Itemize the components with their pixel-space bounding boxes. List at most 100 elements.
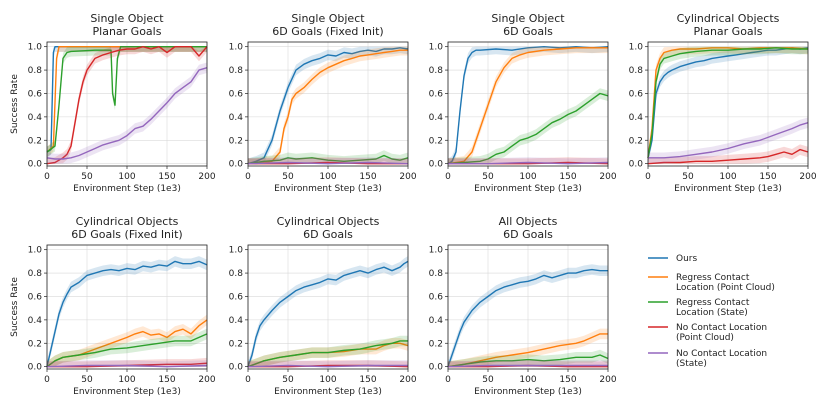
x-tick-label: 50 <box>482 172 494 182</box>
subplot-title-line2: Planar Goals <box>93 25 162 38</box>
x-tick-label: 50 <box>282 172 294 182</box>
subplot-title-line1: Cylindrical Objects <box>277 215 380 228</box>
series-band-3 <box>248 335 408 367</box>
y-tick-label: 0.8 <box>229 269 244 279</box>
y-tick-label: 1.0 <box>28 43 43 53</box>
x-axis-label: Environment Step (1e3) <box>73 387 181 397</box>
x-axis-label: Environment Step (1e3) <box>674 184 782 194</box>
series-band-3 <box>248 150 408 164</box>
y-tick-label: 0.2 <box>28 339 42 349</box>
subplot-title-line2: Planar Goals <box>694 25 763 38</box>
y-axis-label: Success Rate <box>10 74 20 134</box>
y-tick-label: 0.2 <box>429 339 443 349</box>
subplot-7: 0 50 100 150 200 0.0 0.2 0.4 0.6 0.8 1.0 All Object… <box>429 215 617 397</box>
y-tick-label: 0.0 <box>429 160 444 170</box>
y-tick-label: 0.4 <box>229 113 244 123</box>
series-band-5 <box>448 157 608 164</box>
series-band-3 <box>448 349 608 367</box>
y-tick-label: 1.0 <box>429 43 444 53</box>
legend-label-line1: No Contact Location <box>676 323 767 333</box>
x-tick-label: 100 <box>519 375 536 385</box>
x-tick-label: 200 <box>599 172 616 182</box>
x-tick-label: 100 <box>118 375 135 385</box>
x-axis-label: Environment Step (1e3) <box>274 184 382 194</box>
y-tick-label: 0.0 <box>629 160 644 170</box>
y-tick-label: 0.6 <box>229 89 244 99</box>
y-tick-label: 1.0 <box>28 246 43 256</box>
series-line-2 <box>248 49 408 165</box>
x-tick-label: 200 <box>799 172 816 182</box>
y-tick-label: 0.6 <box>629 89 644 99</box>
series-line-5 <box>648 122 809 159</box>
legend-label-line2: (Point Cloud) <box>676 333 734 343</box>
y-tick-label: 0.2 <box>229 339 243 349</box>
series-line-1 <box>46 260 208 367</box>
x-tick-label: 100 <box>519 172 536 182</box>
subplot-1: 0 50 100 150 200 0.0 0.2 0.4 0.6 0.8 1.0 Single Obj… <box>10 12 216 194</box>
x-axis-label: Environment Step (1e3) <box>73 184 181 194</box>
x-axis-label: Environment Step (1e3) <box>474 387 582 397</box>
subplot-4: 0 50 100 150 200 0.0 0.2 0.4 0.6 0.8 1.0 Cylindrica… <box>629 12 817 194</box>
subplot-2: 0 50 100 150 200 0.0 0.2 0.4 0.6 0.8 1.0 Single Obj… <box>229 12 417 194</box>
series-line-5 <box>46 67 208 160</box>
y-tick-label: 1.0 <box>629 43 644 53</box>
y-tick-label: 1.0 <box>229 43 244 53</box>
series-line-3 <box>447 354 609 368</box>
series-line-5 <box>448 161 609 165</box>
y-tick-label: 0.2 <box>229 136 243 146</box>
x-tick-label: 50 <box>482 375 494 385</box>
legend-label-line2: (State) <box>676 359 707 369</box>
y-tick-label: 1.0 <box>229 246 244 256</box>
x-tick-label: 200 <box>399 172 416 182</box>
series-line-1 <box>447 268 608 367</box>
y-tick-label: 0.2 <box>28 136 42 146</box>
x-tick-label: 200 <box>599 375 616 385</box>
y-tick-label: 0.8 <box>429 66 444 76</box>
series-line-4 <box>248 161 408 165</box>
subplot-title-line2: 6D Goals <box>503 228 553 241</box>
y-tick-label: 0.2 <box>429 136 443 146</box>
series-line-1 <box>247 47 409 165</box>
series-line-5 <box>247 364 408 368</box>
y-tick-label: 0.4 <box>429 113 444 123</box>
series-line-3 <box>647 47 808 158</box>
x-tick-label: 100 <box>319 375 336 385</box>
y-tick-label: 1.0 <box>429 246 444 256</box>
legend-item-4: No Contact Location(Point Cloud) <box>648 323 767 343</box>
series-band-1 <box>47 256 207 367</box>
series-line-3 <box>46 333 208 368</box>
series-band-2 <box>448 328 608 367</box>
x-tick-label: 150 <box>359 375 376 385</box>
subplot-title-line1: Single Object <box>291 12 365 25</box>
x-tick-label: 50 <box>282 375 294 385</box>
subplot-title-line2: 6D Goals <box>503 25 553 38</box>
series-line-3 <box>447 92 609 165</box>
x-tick-label: 150 <box>359 172 376 182</box>
legend-label-line2: Location (Point Cloud) <box>676 283 775 293</box>
y-tick-label: 0.4 <box>229 316 244 326</box>
subplot-title-line1: Cylindrical Objects <box>76 215 179 228</box>
y-tick-label: 0.0 <box>229 363 244 373</box>
subplot-title-line2: 6D Goals (Fixed Init) <box>71 228 182 241</box>
y-tick-label: 0.6 <box>229 292 244 302</box>
x-tick-label: 0 <box>445 375 451 385</box>
legend-label-line1: Regress Contact <box>676 273 750 283</box>
series-band-4 <box>648 144 808 164</box>
series-band-5 <box>648 117 808 164</box>
subplot-title-line1: Single Object <box>491 12 565 25</box>
y-tick-label: 0.4 <box>28 113 43 123</box>
x-tick-label: 200 <box>399 375 416 385</box>
x-tick-label: 100 <box>118 172 135 182</box>
subplot-title-line2: 6D Goals <box>303 228 353 241</box>
series-line-5 <box>247 161 409 165</box>
series-line-3 <box>247 154 409 165</box>
y-tick-label: 0.6 <box>429 89 444 99</box>
y-tick-label: 0.8 <box>429 269 444 279</box>
series-line-2 <box>46 46 207 153</box>
series-line-1 <box>247 260 409 367</box>
y-tick-label: 0.0 <box>28 363 43 373</box>
